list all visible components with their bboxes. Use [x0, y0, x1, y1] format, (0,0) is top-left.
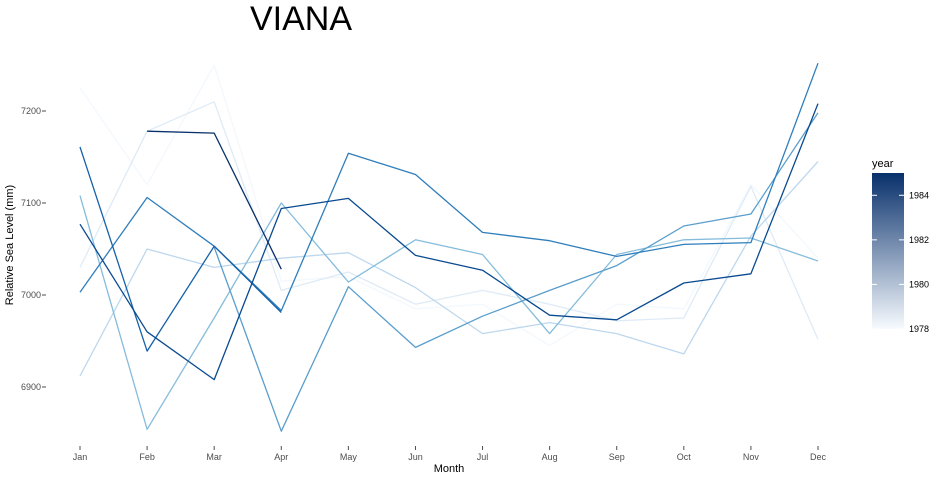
x-tick-label: Sep	[609, 452, 625, 462]
y-tick-label: 7200	[21, 106, 41, 116]
series-line-1980	[79, 161, 819, 377]
x-tick-label: Aug	[542, 452, 558, 462]
series-line-1979	[79, 101, 819, 340]
legend-ticks: 1978 1980 1982 1984	[872, 190, 929, 334]
series-line-1982	[213, 112, 819, 432]
series-line-1981	[79, 195, 819, 430]
y-axis: 6900 7000 7100 7200	[21, 106, 46, 392]
x-tick-label: Jan	[73, 452, 88, 462]
x-tick-label: Apr	[274, 452, 288, 462]
chart-title: VIANA	[250, 0, 352, 38]
x-tick-label: May	[340, 452, 358, 462]
legend-title: year	[872, 158, 894, 170]
series-line-1983	[79, 62, 819, 312]
x-tick-label: Nov	[743, 452, 760, 462]
legend-tick-label: 1984	[909, 190, 929, 200]
y-tick-label: 7100	[21, 198, 41, 208]
x-axis-title: Month	[434, 463, 465, 475]
x-tick-label: Dec	[810, 452, 827, 462]
y-tick-label: 6900	[21, 382, 41, 392]
x-axis: Jan Feb Mar Apr May Jun Jul Aug Sep Oct Nov Dec	[73, 446, 827, 462]
series-line-1984	[79, 146, 282, 352]
series-layer	[79, 62, 819, 432]
year-legend: year 1978 1980 1982 1984	[872, 158, 929, 334]
series-line-1978	[79, 64, 819, 347]
x-tick-label: Mar	[206, 452, 222, 462]
y-axis-title: Relative Sea Level (mm)	[4, 185, 16, 305]
x-tick-label: Oct	[677, 452, 692, 462]
x-tick-label: Jun	[408, 452, 423, 462]
series-line-1985	[147, 130, 282, 270]
legend-tick-label: 1980	[909, 279, 929, 289]
legend-colorbar	[872, 173, 904, 329]
series-line-1984.6	[79, 103, 819, 381]
legend-tick-label: 1982	[909, 235, 929, 245]
x-tick-label: Feb	[139, 452, 155, 462]
y-tick-label: 7000	[21, 290, 41, 300]
legend-tick-label: 1978	[909, 324, 929, 334]
x-tick-label: Jul	[477, 452, 489, 462]
